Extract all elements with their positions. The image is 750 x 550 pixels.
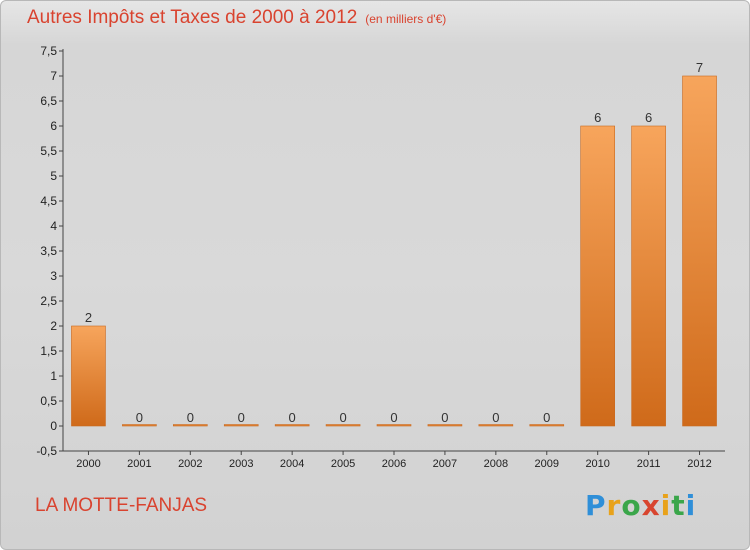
bar <box>325 424 361 427</box>
bar <box>580 125 615 427</box>
chart-title: Autres Impôts et Taxes de 2000 à 2012 (en… <box>27 7 446 29</box>
x-tick-label: 2008 <box>484 458 508 470</box>
x-tick-label: 2007 <box>433 458 457 470</box>
data-label: 0 <box>187 410 194 425</box>
data-label: 7 <box>696 60 703 75</box>
bar <box>478 424 514 427</box>
y-tick-label: 0,5 <box>40 394 57 408</box>
y-tick-label: 6,5 <box>40 94 57 108</box>
data-label: 6 <box>594 110 601 125</box>
bar <box>529 424 565 427</box>
bar <box>223 424 259 427</box>
data-label: 0 <box>238 410 245 425</box>
title-text: Autres Impôts et Taxes de 2000 à 2012 <box>27 7 358 28</box>
y-tick-label: 1,5 <box>40 344 57 358</box>
bar <box>173 424 208 427</box>
y-tick-label: 5 <box>50 169 57 183</box>
logo-letter: o <box>621 489 642 522</box>
logo-letter: x <box>641 489 661 522</box>
bar <box>682 75 717 427</box>
logo-letter: P <box>585 489 607 522</box>
y-tick-label: 5,5 <box>40 144 57 158</box>
bar <box>122 424 157 427</box>
data-label: 6 <box>645 110 652 125</box>
y-tick-label: 0 <box>50 419 57 433</box>
data-label: 0 <box>492 410 499 425</box>
logo-letter: i <box>685 489 697 522</box>
proxiti-logo: Proxiti <box>585 489 696 522</box>
y-tick-label: 2 <box>50 319 57 333</box>
y-tick-label: 3,5 <box>40 244 57 258</box>
bar <box>274 424 310 427</box>
x-tick-label: 2009 <box>535 458 559 470</box>
y-tick-label: 7 <box>50 69 57 83</box>
y-tick-label: 6 <box>50 119 57 133</box>
x-tick-label: 2000 <box>76 458 100 470</box>
y-tick-label: 1 <box>50 369 57 383</box>
y-tick-label: 7,5 <box>40 44 57 58</box>
bar <box>71 325 106 427</box>
bar <box>631 125 666 427</box>
x-tick-label: 2005 <box>331 458 355 470</box>
y-tick-label: -0,5 <box>36 444 57 458</box>
x-tick-label: 2006 <box>382 458 406 470</box>
commune-name: LA MOTTE-FANJAS <box>35 495 208 516</box>
data-label: 0 <box>339 410 346 425</box>
data-label: 0 <box>136 410 143 425</box>
bar <box>427 424 463 427</box>
data-label: 0 <box>441 410 448 425</box>
x-tick-label: 2012 <box>687 458 711 470</box>
data-label: 0 <box>289 410 296 425</box>
x-tick-label: 2010 <box>585 458 609 470</box>
title-unit: (en milliers d'€) <box>365 12 447 26</box>
logo-letter: i <box>660 489 672 522</box>
data-label: 2 <box>85 310 92 325</box>
bar <box>376 424 412 427</box>
x-tick-label: 2003 <box>229 458 253 470</box>
data-label: 0 <box>543 410 550 425</box>
logo-letter: t <box>671 489 686 522</box>
y-tick-label: 3 <box>50 269 57 283</box>
x-tick-label: 2004 <box>280 458 304 470</box>
logo-letter: r <box>606 489 622 522</box>
y-tick-label: 2,5 <box>40 294 57 308</box>
y-tick-label: 4 <box>50 219 57 233</box>
x-tick-label: 2011 <box>637 458 661 470</box>
y-tick-label: 4,5 <box>40 194 57 208</box>
data-label: 0 <box>390 410 397 425</box>
x-tick-label: 2001 <box>127 458 151 470</box>
x-tick-label: 2002 <box>178 458 202 470</box>
